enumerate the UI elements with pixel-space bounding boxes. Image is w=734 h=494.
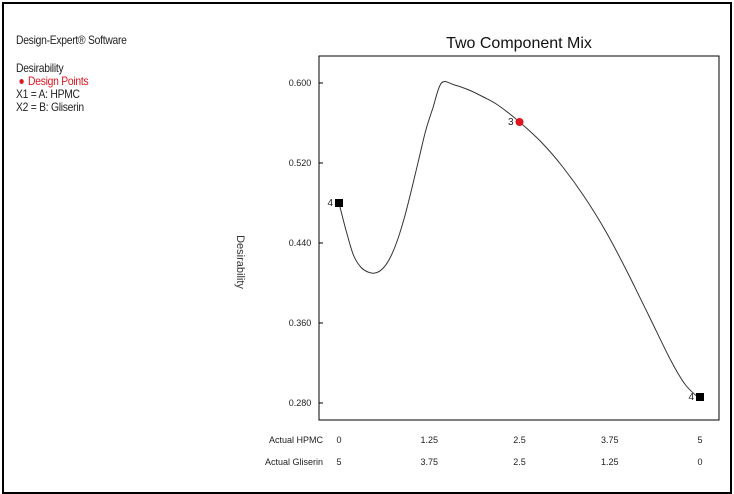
x-tick-label-gliserin: 0: [697, 457, 702, 467]
x-tick-label-gliserin: 2.5: [513, 457, 526, 467]
design-point-square: [696, 393, 704, 401]
x-tick-label-hpmc: 0: [336, 435, 341, 445]
design-point-label: 4: [327, 198, 333, 209]
design-points-label: Design Points: [28, 74, 89, 88]
y-tick-label: 0.520: [289, 158, 312, 168]
x-tick-label-hpmc: 5: [697, 435, 702, 445]
x-tick-label-hpmc: 2.5: [513, 435, 526, 445]
x-tick-label-hpmc: 3.75: [601, 435, 619, 445]
y-tick-label: 0.440: [289, 238, 312, 248]
response-name: Desirability: [16, 61, 64, 75]
x1-label: X1 = A: HPMC: [16, 87, 80, 101]
y-tick-label: 0.360: [289, 318, 312, 328]
x2-label: X2 = B: Gliserin: [16, 100, 84, 114]
x-tick-label-gliserin: 5: [336, 457, 341, 467]
design-point-dot-icon: [19, 78, 24, 84]
chart-title: Two Component Mix: [446, 35, 592, 52]
y-axis-label: Desirability: [234, 235, 246, 289]
design-point-square: [335, 199, 343, 207]
plot-area: [318, 55, 720, 421]
x-axis-label-gliserin: Actual Gliserin: [265, 457, 323, 467]
design-point-label: 4: [688, 392, 694, 403]
design-point-label: 3: [508, 117, 514, 128]
x-tick-label-gliserin: 1.25: [601, 457, 619, 467]
y-tick-label: 0.600: [289, 78, 312, 88]
x-tick-label-hpmc: 1.25: [420, 435, 438, 445]
x-tick-label-gliserin: 3.75: [420, 457, 438, 467]
y-tick-label: 0.280: [289, 398, 312, 408]
design-point-circle: [515, 118, 524, 126]
x-axis-label-hpmc: Actual HPMC: [269, 435, 324, 445]
series-line: [338, 81, 701, 400]
info-panel: Design-Expert® Software Desirability Des…: [16, 34, 127, 114]
design-points-legend: Design Points: [16, 75, 127, 88]
software-name: Design-Expert® Software: [16, 33, 127, 47]
